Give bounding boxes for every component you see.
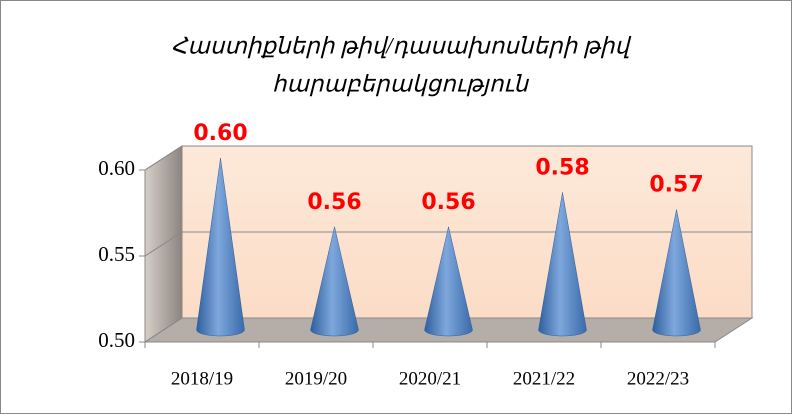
x-tick-label: 2022/23	[627, 368, 689, 389]
y-tick-label: 0.50	[98, 328, 135, 352]
value-label: 0.57	[649, 173, 703, 198]
cone	[424, 226, 473, 337]
y-tick-label: 0.55	[98, 242, 135, 266]
x-tick-label: 2018/19	[171, 368, 233, 389]
cone	[652, 209, 701, 337]
value-label: 0.60	[193, 121, 247, 146]
cone	[196, 157, 245, 337]
chart-title: հարաբերակցություն	[272, 71, 530, 96]
value-label: 0.58	[535, 155, 589, 180]
x-tick-label: 2020/21	[399, 368, 461, 389]
grid-line	[144, 145, 752, 171]
y-tick-label: 0.60	[98, 156, 135, 180]
x-tick-label: 2019/20	[285, 368, 347, 389]
cone	[310, 226, 359, 337]
value-label: 0.56	[421, 190, 475, 215]
x-tick-label: 2021/22	[513, 368, 575, 389]
value-label: 0.56	[307, 190, 361, 215]
cone	[538, 192, 587, 337]
chart-title: Հաստիքների թիվ/դասախոսների թիվ	[171, 33, 632, 58]
